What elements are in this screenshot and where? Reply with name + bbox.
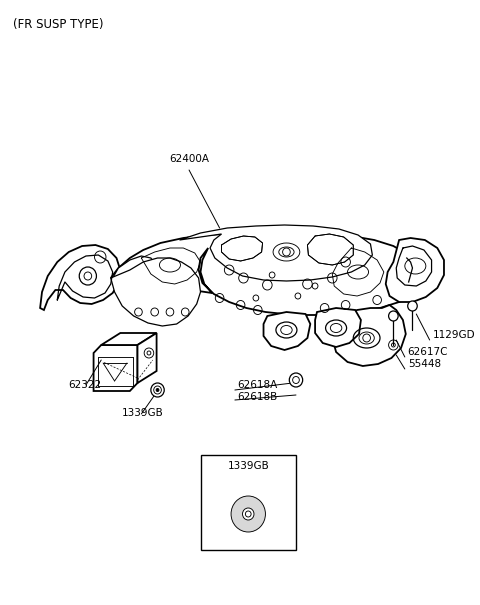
Text: 1339GB: 1339GB — [228, 461, 269, 471]
Polygon shape — [264, 312, 310, 350]
Circle shape — [242, 508, 254, 520]
Text: 1129GD: 1129GD — [432, 330, 475, 340]
Polygon shape — [113, 256, 157, 295]
Polygon shape — [137, 333, 156, 383]
Text: 62617C: 62617C — [408, 347, 448, 357]
Circle shape — [389, 311, 398, 321]
Text: 62322: 62322 — [69, 380, 102, 390]
Text: 55448: 55448 — [408, 359, 441, 369]
Circle shape — [231, 496, 265, 532]
Polygon shape — [238, 501, 259, 527]
Polygon shape — [332, 305, 406, 366]
Polygon shape — [101, 333, 156, 345]
Text: 62400A: 62400A — [169, 154, 209, 164]
Polygon shape — [386, 238, 444, 302]
Polygon shape — [180, 225, 372, 281]
Polygon shape — [40, 245, 120, 310]
Text: 62618A: 62618A — [237, 380, 277, 390]
Text: 62618B: 62618B — [237, 392, 277, 402]
Polygon shape — [308, 234, 353, 265]
Polygon shape — [315, 308, 361, 347]
Polygon shape — [111, 232, 422, 315]
Text: (FR SUSP TYPE): (FR SUSP TYPE) — [13, 18, 104, 31]
Circle shape — [408, 301, 417, 311]
Polygon shape — [221, 236, 263, 261]
Polygon shape — [94, 345, 137, 391]
Circle shape — [156, 388, 159, 391]
Text: 1339GB: 1339GB — [122, 408, 164, 418]
Bar — [201, 455, 296, 550]
Circle shape — [151, 383, 164, 397]
Polygon shape — [111, 258, 201, 326]
Circle shape — [289, 373, 303, 387]
